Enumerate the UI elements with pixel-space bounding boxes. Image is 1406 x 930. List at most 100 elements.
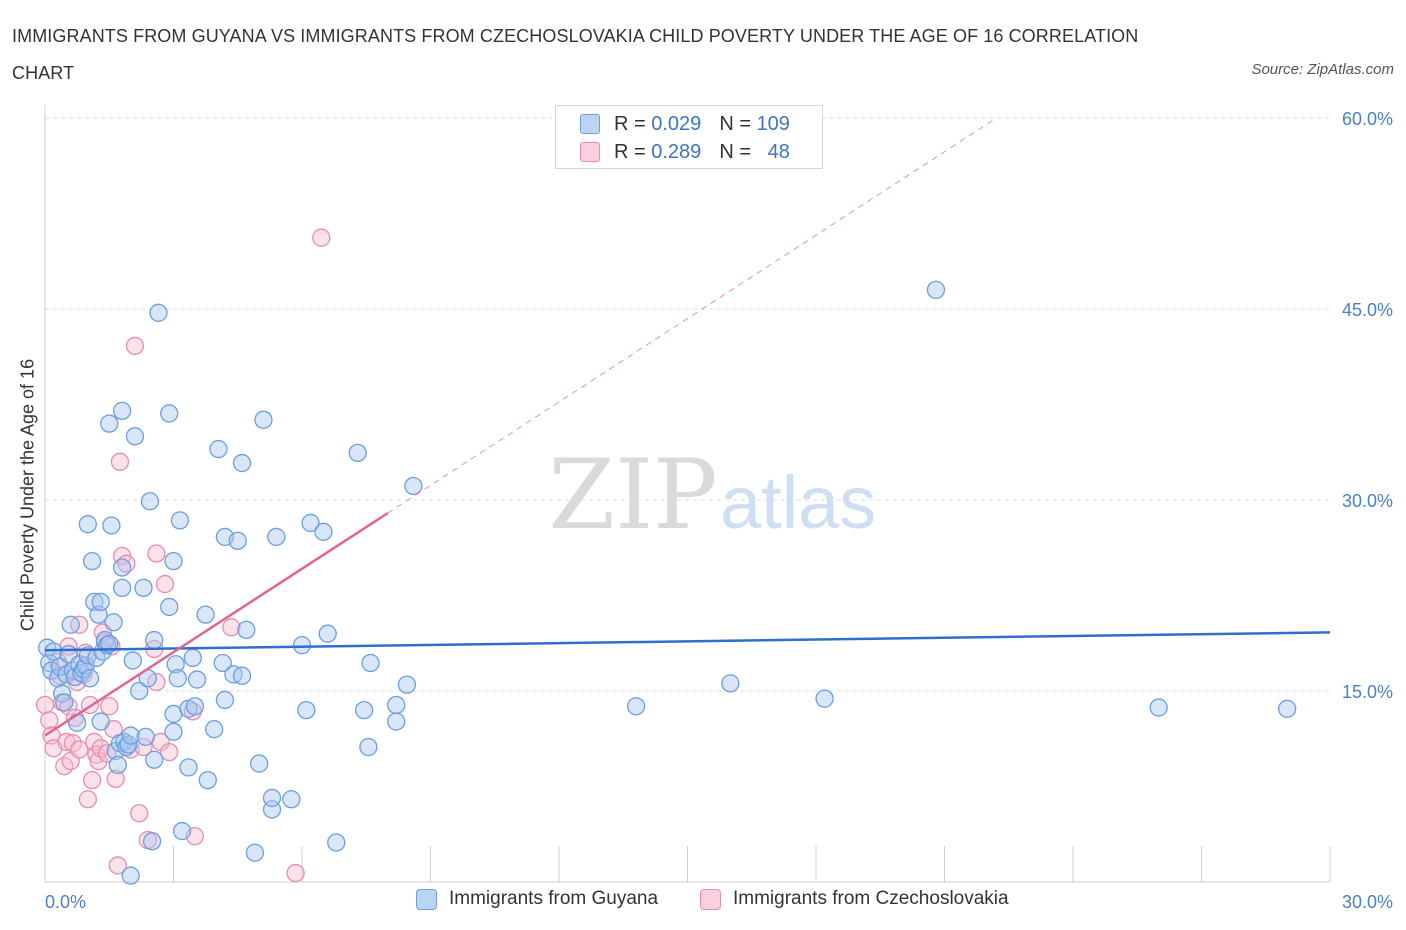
point-blue-55	[149, 303, 168, 322]
bottom-legend-label-guyana: Immigrants from Guyana	[449, 888, 659, 909]
point-blue-106	[926, 280, 946, 300]
grid-lines	[45, 117, 1330, 692]
point-blue-84	[254, 410, 273, 429]
point-blue-44	[121, 866, 140, 885]
bottom-legend-label-czechoslovakia: Immigrants from Czechoslovakia	[733, 888, 1009, 909]
point-blue-79	[232, 453, 252, 473]
legend-r-value-guyana: 0.029	[651, 112, 702, 135]
point-blue-91	[301, 513, 320, 533]
legend-n-label: N =	[719, 140, 751, 163]
point-blue-107	[1149, 698, 1168, 717]
x-tick-label-0: 0.0%	[45, 892, 86, 912]
point-blue-98	[361, 653, 380, 673]
point-blue-47	[130, 681, 149, 701]
point-blue-56	[160, 597, 179, 617]
point-blue-63	[170, 511, 190, 530]
point-blue-83	[250, 754, 269, 773]
point-blue-87	[267, 527, 286, 547]
point-pink-29	[100, 697, 119, 716]
point-pink-0	[35, 695, 55, 715]
tick-labels: 15.0% 30.0% 45.0% 60.0% 0.0% 30.0%	[45, 109, 1393, 912]
point-blue-66	[179, 758, 198, 777]
y-tick-label-0: 15.0%	[1342, 682, 1393, 702]
point-blue-45	[123, 651, 142, 670]
point-blue-43	[121, 726, 140, 745]
point-blue-52	[142, 832, 162, 851]
point-pink-51	[286, 863, 305, 883]
point-pink-52	[312, 228, 331, 247]
bottom-legend-swatch-guyana	[416, 888, 437, 910]
point-blue-100	[387, 712, 406, 731]
y-tick-label-3: 60.0%	[1342, 109, 1393, 129]
point-blue-108	[1278, 699, 1297, 718]
legend-row-guyana: R = 0.029 N = 109	[580, 111, 790, 137]
point-blue-20	[80, 669, 100, 688]
point-blue-92	[314, 522, 333, 541]
point-blue-10	[61, 615, 80, 634]
point-blue-62	[168, 669, 187, 688]
point-pink-21	[82, 770, 102, 790]
point-blue-49	[136, 727, 155, 746]
point-blue-13	[67, 713, 87, 732]
watermark-atlas: atlas	[720, 461, 876, 544]
legend-r-label: R =	[614, 112, 646, 135]
point-blue-101	[397, 675, 417, 694]
point-blue-3	[44, 642, 63, 661]
point-blue-41	[117, 737, 136, 757]
point-blue-32	[102, 516, 121, 535]
point-blue-33	[104, 613, 123, 632]
point-blue-70	[196, 605, 215, 624]
point-blue-60	[164, 722, 183, 741]
watermark-zip: ZIP	[548, 439, 717, 551]
point-blue-94	[327, 833, 346, 852]
point-blue-26	[91, 712, 110, 731]
axes	[44, 105, 1331, 883]
point-blue-93	[318, 624, 337, 643]
point-blue-80	[232, 666, 252, 685]
x-tick-label-1: 30.0%	[1342, 892, 1393, 912]
point-blue-73	[209, 439, 228, 459]
point-blue-38	[112, 401, 132, 421]
y-axis-label: Child Poverty Under the Age of 16	[17, 358, 38, 632]
y-tick-label-1: 30.0%	[1342, 491, 1393, 511]
bottom-legend-czechoslovakia: Immigrants from Czechoslovakia	[700, 888, 1009, 910]
legend-r-label: R =	[614, 140, 646, 163]
legend-r-value-czechoslovakia: 0.289	[651, 140, 702, 163]
legend-n-label: N =	[719, 112, 751, 135]
point-blue-57	[160, 404, 179, 423]
guyana-points	[37, 280, 1297, 885]
point-blue-58	[164, 551, 183, 571]
point-blue-51	[140, 492, 160, 511]
point-blue-35	[108, 755, 127, 775]
point-pink-39	[130, 804, 149, 823]
bottom-legend-guyana: Immigrants from Guyana	[416, 888, 658, 910]
point-pink-19	[78, 790, 97, 809]
point-blue-78	[228, 531, 247, 550]
point-blue-61	[166, 655, 185, 674]
point-blue-97	[359, 737, 378, 757]
legend-n-value-guyana: 109	[756, 112, 790, 135]
point-blue-102	[404, 476, 423, 496]
bottom-legend-swatch-czechoslovakia	[700, 888, 721, 910]
point-blue-54	[145, 750, 164, 769]
point-blue-72	[205, 720, 224, 739]
point-pink-44	[147, 544, 166, 563]
point-blue-74	[213, 653, 232, 673]
point-blue-69	[187, 670, 207, 689]
legend-row-czechoslovakia: R = 0.289 N = 48	[580, 139, 790, 165]
point-pink-50	[222, 618, 241, 637]
point-blue-37	[112, 558, 132, 577]
point-blue-99	[387, 695, 406, 715]
point-blue-90	[297, 700, 316, 720]
trend-line-pink	[44, 512, 389, 737]
point-pink-43	[147, 672, 166, 692]
point-blue-103	[721, 674, 740, 693]
point-blue-81	[237, 620, 256, 640]
point-pink-34	[110, 452, 130, 471]
legend-swatch-guyana	[580, 114, 600, 134]
y-tick-label-2: 45.0%	[1342, 300, 1393, 320]
point-blue-25	[91, 592, 110, 612]
point-pink-15	[70, 740, 89, 759]
point-blue-71	[198, 770, 217, 790]
